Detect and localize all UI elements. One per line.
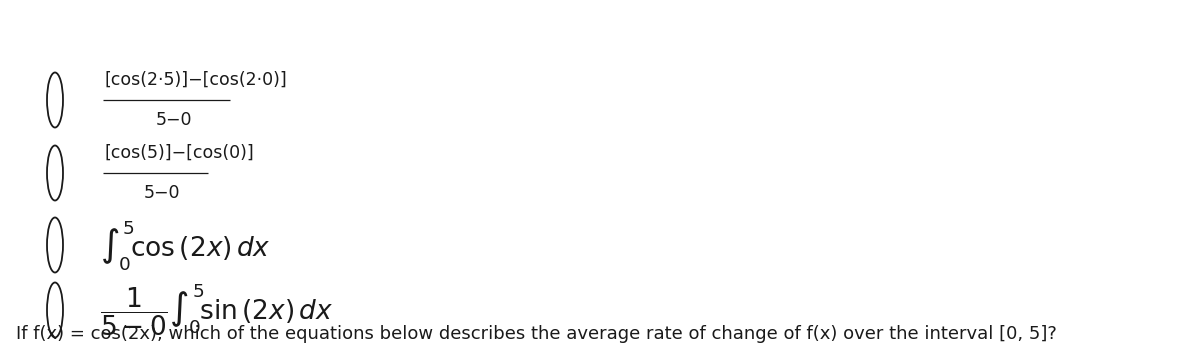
Text: 5−0: 5−0 — [144, 184, 180, 202]
Text: [cos(2·5)]−[cos(2·0)]: [cos(2·5)]−[cos(2·0)] — [106, 71, 288, 89]
Text: $\dfrac{1}{5-0}\int_0^5\!\sin\left(2x\right)\,dx$: $\dfrac{1}{5-0}\int_0^5\!\sin\left(2x\ri… — [100, 282, 334, 338]
Text: 5−0: 5−0 — [155, 111, 192, 129]
Text: $\int_0^5\!\cos\left(2x\right)\,dx$: $\int_0^5\!\cos\left(2x\right)\,dx$ — [100, 218, 271, 272]
Text: If f(x) = cos(2x), which of the equations below describes the average rate of ch: If f(x) = cos(2x), which of the equation… — [16, 325, 1056, 343]
Text: [cos(5)]−[cos(0)]: [cos(5)]−[cos(0)] — [106, 144, 254, 162]
